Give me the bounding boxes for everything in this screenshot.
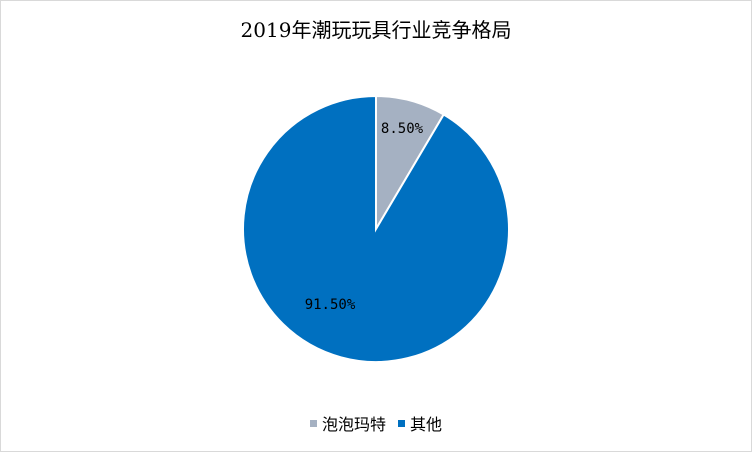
legend-item-others: 其他: [398, 411, 442, 435]
pie-slices: [242, 94, 510, 363]
legend-swatch-paopao: [309, 419, 317, 427]
pie-slice-others: [242, 94, 510, 363]
legend-item-paopao: 泡泡玛特: [309, 411, 386, 435]
chart-title: 2019年潮玩玩具行业竞争格局: [240, 18, 512, 42]
data-labels: 8.50% 91.50%: [305, 121, 424, 313]
legend-swatch-others: [398, 419, 405, 427]
data-label-paopao: 8.50%: [381, 121, 424, 137]
legend-label-paopao: 泡泡玛特: [321, 415, 386, 434]
legend-label-others: 其他: [410, 415, 443, 434]
data-label-others: 91.50%: [305, 297, 356, 313]
legend: 泡泡玛特 其他: [0, 411, 752, 435]
